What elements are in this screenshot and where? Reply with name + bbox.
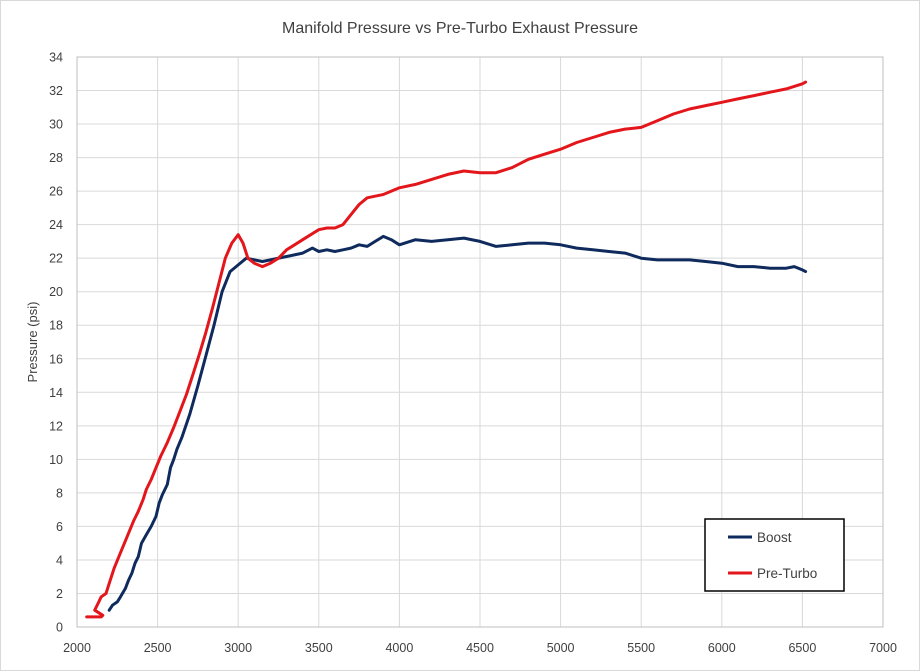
y-tick-label: 20 xyxy=(49,285,63,299)
y-tick-label: 34 xyxy=(49,51,63,65)
chart-title: Manifold Pressure vs Pre-Turbo Exhaust P… xyxy=(282,20,638,37)
x-tick-label: 5000 xyxy=(547,641,575,655)
y-tick-label: 28 xyxy=(49,151,63,165)
plot-border xyxy=(76,56,884,628)
series-line-pre-turbo xyxy=(85,80,808,619)
y-tick-label: 32 xyxy=(49,84,63,98)
legend-label-boost: Boost xyxy=(757,530,792,545)
series-line-boost xyxy=(107,234,808,612)
y-tick-label: 16 xyxy=(49,352,63,366)
legend-label-pre-turbo: Pre-Turbo xyxy=(757,566,817,581)
x-axis: 2000 2500 3000 3500 4000 4500 5000 5500 6000 6500… xyxy=(63,641,897,655)
y-tick-label: 2 xyxy=(56,587,63,601)
legend-box xyxy=(704,518,845,592)
y-tick-label: 24 xyxy=(49,218,63,232)
y-tick-label: 22 xyxy=(49,252,63,266)
y-tick-label: 4 xyxy=(56,553,63,567)
x-tick-label: 6500 xyxy=(788,641,816,655)
y-tick-label: 0 xyxy=(56,621,63,635)
series-layer xyxy=(85,80,808,619)
x-tick-label: 2000 xyxy=(63,641,91,655)
x-tick-label: 5500 xyxy=(627,641,655,655)
y-tick-label: 26 xyxy=(49,185,63,199)
y-tick-label: 8 xyxy=(56,486,63,500)
y-tick-label: 18 xyxy=(49,319,63,333)
y-tick-label: 30 xyxy=(49,118,63,132)
y-tick-label: 10 xyxy=(49,453,63,467)
x-tick-label: 4500 xyxy=(466,641,494,655)
x-tick-label: 2500 xyxy=(144,641,172,655)
x-tick-label: 7000 xyxy=(869,641,897,655)
y-axis-title: Pressure (psi) xyxy=(25,302,40,383)
y-tick-label: 12 xyxy=(49,419,63,433)
x-tick-label: 4000 xyxy=(385,641,413,655)
x-tick-label: 3000 xyxy=(224,641,252,655)
y-tick-label: 6 xyxy=(56,520,63,534)
legend: Boost Pre-Turbo xyxy=(704,518,845,592)
plot-area xyxy=(76,56,884,628)
x-tick-label: 3500 xyxy=(305,641,333,655)
y-tick-label: 14 xyxy=(49,386,63,400)
x-tick-label: 6000 xyxy=(708,641,736,655)
